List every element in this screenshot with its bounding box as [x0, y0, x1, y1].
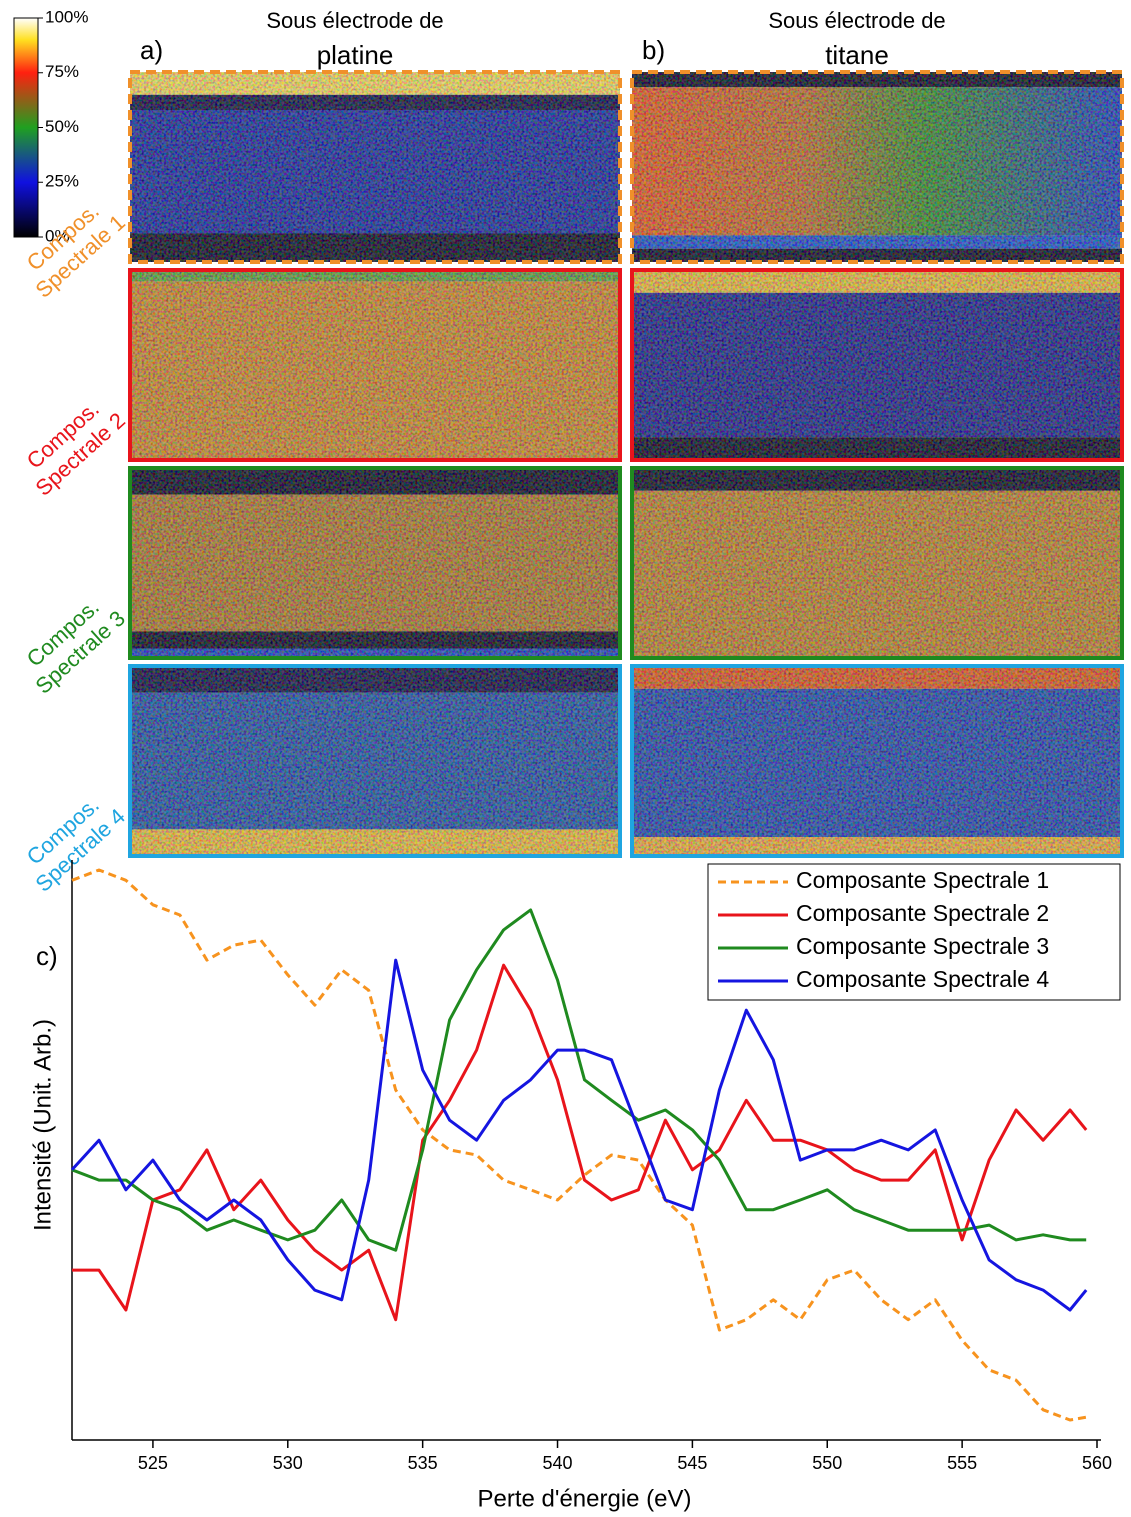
- legend-label: Composante Spectrale 3: [796, 933, 1049, 959]
- colorbar-tick-label: 75%: [45, 62, 79, 81]
- column-title: titane: [825, 40, 889, 70]
- row-label: Compos.Spectrale 2: [22, 396, 130, 501]
- map-noise: [632, 666, 1122, 856]
- map-border: [630, 466, 1124, 660]
- colorbar-tick-label: 0%: [45, 226, 70, 245]
- map-border: [630, 664, 1124, 858]
- colorbar-tick-label: 100%: [45, 7, 88, 26]
- legend-box: [707, 863, 1121, 1001]
- map-noise: [632, 270, 1122, 460]
- x-axis-label: Perte d'énergie (eV): [477, 1485, 691, 1512]
- x-tick-label: 555: [947, 1453, 977, 1473]
- series-line: [71, 908, 1087, 1252]
- series-line: [72, 963, 1088, 1322]
- map-noise: [130, 270, 620, 460]
- maps: [128, 70, 1124, 858]
- map-border: [128, 664, 622, 858]
- x-tick-label: 540: [543, 1453, 573, 1473]
- map-border: [630, 70, 1124, 264]
- x-tick-label: 530: [273, 1453, 303, 1473]
- y-axis-label: Intensité (Unit. Arb.): [29, 1019, 56, 1231]
- panel-label: a): [140, 35, 163, 65]
- column-title: platine: [317, 40, 394, 70]
- map-border: [128, 268, 622, 462]
- series-line: [71, 868, 1087, 1422]
- colorbar: [13, 17, 39, 238]
- legend-label: Composante Spectrale 2: [796, 900, 1049, 926]
- map-noise: [130, 468, 620, 658]
- map-noise: [632, 468, 1122, 658]
- column-title: Sous électrode de: [768, 8, 945, 33]
- x-tick-label: 545: [677, 1453, 707, 1473]
- panel-label: b): [642, 35, 665, 65]
- colorbar-tick-label: 50%: [45, 117, 79, 136]
- column-title: Sous électrode de: [266, 8, 443, 33]
- row-label: Compos.Spectrale 3: [22, 594, 130, 699]
- x-tick-label: 560: [1082, 1453, 1112, 1473]
- colorbar-tick-label: 25%: [45, 172, 79, 191]
- legend-label: Composante Spectrale 1: [796, 867, 1049, 893]
- map-border: [630, 268, 1124, 462]
- x-tick-label: 525: [138, 1453, 168, 1473]
- series-line: [70, 958, 1088, 1312]
- panel-label: c): [36, 941, 58, 971]
- map-border: [128, 70, 622, 264]
- x-tick-label: 550: [812, 1453, 842, 1473]
- x-tick-label: 535: [408, 1453, 438, 1473]
- map-noise: [130, 666, 620, 856]
- map-border: [128, 466, 622, 660]
- map-noise: [130, 72, 620, 262]
- legend-label: Composante Spectrale 4: [796, 966, 1049, 992]
- map-noise: [632, 72, 1122, 262]
